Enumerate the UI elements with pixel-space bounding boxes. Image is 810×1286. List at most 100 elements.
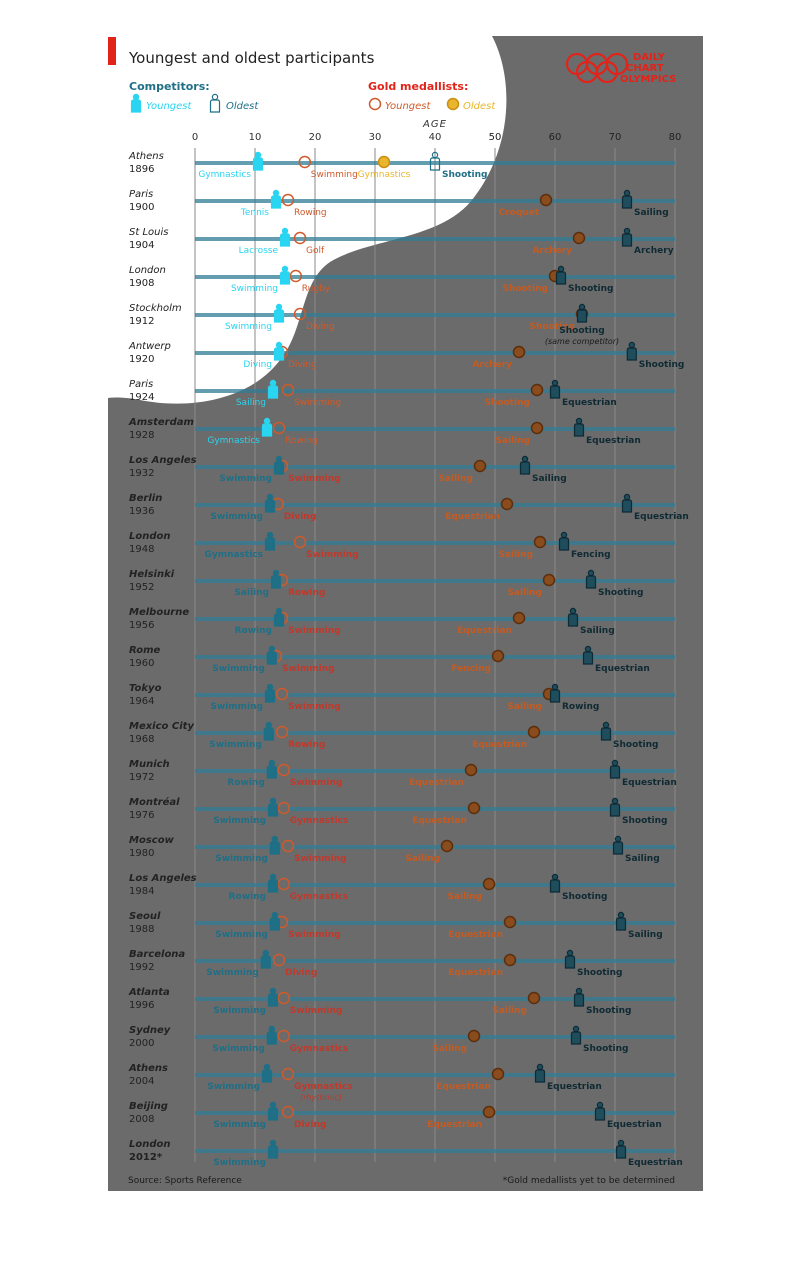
comp-oldest-marker	[612, 835, 624, 855]
comp-oldest-label: Equestrian	[634, 512, 689, 522]
x-tick-label: 30	[369, 132, 382, 143]
comp-youngest-marker	[261, 417, 273, 437]
comp-oldest-label: Sailing	[634, 208, 669, 218]
comp-youngest-label: Swimming	[231, 284, 278, 294]
comp-youngest-label: Swimming	[209, 740, 262, 750]
x-tick-label: 70	[609, 132, 622, 143]
gold-youngest-label: Diving	[285, 968, 317, 978]
gold-oldest-marker	[533, 535, 547, 549]
comp-oldest-marker	[600, 721, 612, 741]
comp-youngest-marker	[267, 379, 279, 399]
gold-youngest-marker	[293, 535, 307, 549]
row-band	[195, 1035, 675, 1039]
gold-youngest-label: Golf	[306, 246, 325, 256]
gold-youngest-label: Gymnastics	[290, 816, 349, 826]
comp-oldest-label: Shooting	[559, 326, 605, 336]
gold-oldest-marker	[530, 421, 544, 435]
comp-oldest-label: Shooting	[598, 588, 644, 598]
row-year-label: 2004	[129, 1076, 154, 1087]
comp-oldest-label: Equestrian	[607, 1120, 662, 1130]
gold-oldest-label: Shooting	[485, 398, 531, 408]
row-year-label: 2008	[129, 1114, 154, 1125]
row-stockholm-1912: Stockholm 1912 Diving Shooting Swimming Shoot…	[129, 303, 619, 346]
gold-youngest-marker	[275, 687, 289, 701]
legend-youngest-label: Youngest	[146, 101, 193, 112]
comp-oldest-label: Shooting	[568, 284, 614, 294]
row-year-label: 1952	[129, 582, 154, 593]
row-berlin-1936: Berlin 1936 Diving Equestrian Swimming Equest…	[129, 493, 689, 522]
row-band	[195, 845, 675, 849]
gold-youngest-label: Diving	[288, 360, 317, 370]
row-city-label: Athens	[128, 1063, 168, 1074]
page-title: Youngest and oldest participants	[128, 49, 375, 67]
gold-oldest-marker	[467, 1029, 481, 1043]
comp-oldest-marker	[594, 1101, 606, 1121]
legend-gold-oldest-label: Oldest	[463, 101, 496, 112]
gold-oldest-marker	[482, 1105, 496, 1119]
row-moscow-1980: Moscow 1980 Swimming Sailing Swimming Sailing	[129, 835, 660, 864]
gold-youngest-marker	[277, 763, 291, 777]
legend-oldest-label: Oldest	[226, 101, 259, 112]
gold-oldest-marker	[482, 877, 496, 891]
row-band	[195, 617, 675, 621]
row-city-label: Stockholm	[129, 303, 182, 314]
row-year-label: 2012*	[129, 1152, 163, 1163]
comp-youngest-label: Swimming	[213, 1006, 266, 1016]
row-band	[195, 579, 675, 583]
row-city-label: St Louis	[129, 227, 168, 238]
gold-youngest-label: Swimming	[288, 930, 341, 940]
gold-youngest-label: Swimming	[288, 626, 341, 636]
comp-youngest-marker	[260, 949, 271, 969]
gold-oldest-label: Sailing	[447, 892, 482, 902]
gold-oldest-marker	[512, 345, 526, 359]
row-band	[195, 313, 675, 317]
comp-oldest-marker	[549, 379, 561, 399]
row-antwerp-1920: Antwerp 1920 Diving Archery Diving Shooting	[128, 341, 684, 370]
row-munich-1972: Munich 1972 Swimming Equestrian Rowing Equest…	[129, 759, 677, 788]
row-city-label: Sydney	[129, 1025, 171, 1036]
comp-oldest-label: Equestrian	[622, 778, 677, 788]
comp-youngest-marker	[263, 721, 274, 741]
comp-oldest-label: Sailing	[580, 626, 615, 636]
gold-youngest-marker	[293, 231, 307, 245]
comp-oldest-marker	[609, 759, 621, 779]
comp-youngest-label: Swimming	[219, 474, 272, 484]
comp-oldest-label: Fencing	[571, 550, 611, 560]
gold-youngest-marker	[281, 839, 295, 853]
gold-oldest-label: Equestrian	[427, 1120, 482, 1130]
gold-oldest-label: Sailing	[405, 854, 440, 864]
row-year-label: 1996	[129, 1000, 154, 1011]
gold-oldest-marker	[527, 725, 541, 739]
row-band	[195, 921, 675, 925]
gold-youngest-label: Rowing	[288, 740, 325, 750]
row-seoul-1988: Seoul 1988 Swimming Equestrian Swimming Saili…	[129, 911, 663, 940]
gold-oldest-label: Gymnastics	[358, 170, 411, 180]
row-band	[195, 427, 675, 431]
gold-youngest-marker	[275, 725, 289, 739]
comp-youngest-marker	[264, 683, 276, 703]
comp-oldest-marker	[615, 911, 627, 931]
comp-oldest-marker	[621, 493, 633, 513]
row-year-label: 1904	[129, 240, 154, 251]
gold-oldest-label: Sailing	[495, 436, 530, 446]
gold-oldest-label: Archery	[532, 246, 572, 256]
row-year-label: 1900	[129, 202, 154, 213]
legend-competitors-title: Competitors:	[129, 80, 210, 93]
comp-youngest-marker	[273, 455, 285, 475]
gold-youngest-label: Diving	[306, 322, 335, 332]
comp-youngest-marker	[267, 1139, 279, 1159]
gold-oldest-label: Archery	[472, 360, 512, 370]
gold-oldest-marker	[527, 991, 541, 1005]
comp-youngest-label: Swimming	[210, 512, 263, 522]
row-band	[195, 161, 675, 165]
row-city-label: Los Angeles	[129, 455, 197, 466]
comp-youngest-label: Diving	[243, 360, 272, 370]
comp-oldest-marker	[567, 607, 579, 627]
gold-youngest-label: Swimming	[306, 550, 359, 560]
gold-oldest-label: Shooting	[503, 284, 549, 294]
comp-oldest-marker	[573, 987, 585, 1007]
row-paris-1924: Paris 1924 Swimming Shooting Sailing Equestri…	[129, 379, 617, 408]
comp-oldest-marker	[429, 151, 441, 171]
row-year-label: 1968	[129, 734, 154, 745]
row-barcelona-1992: Barcelona 1992 Diving Equestrian Swimming Sho…	[129, 949, 623, 978]
